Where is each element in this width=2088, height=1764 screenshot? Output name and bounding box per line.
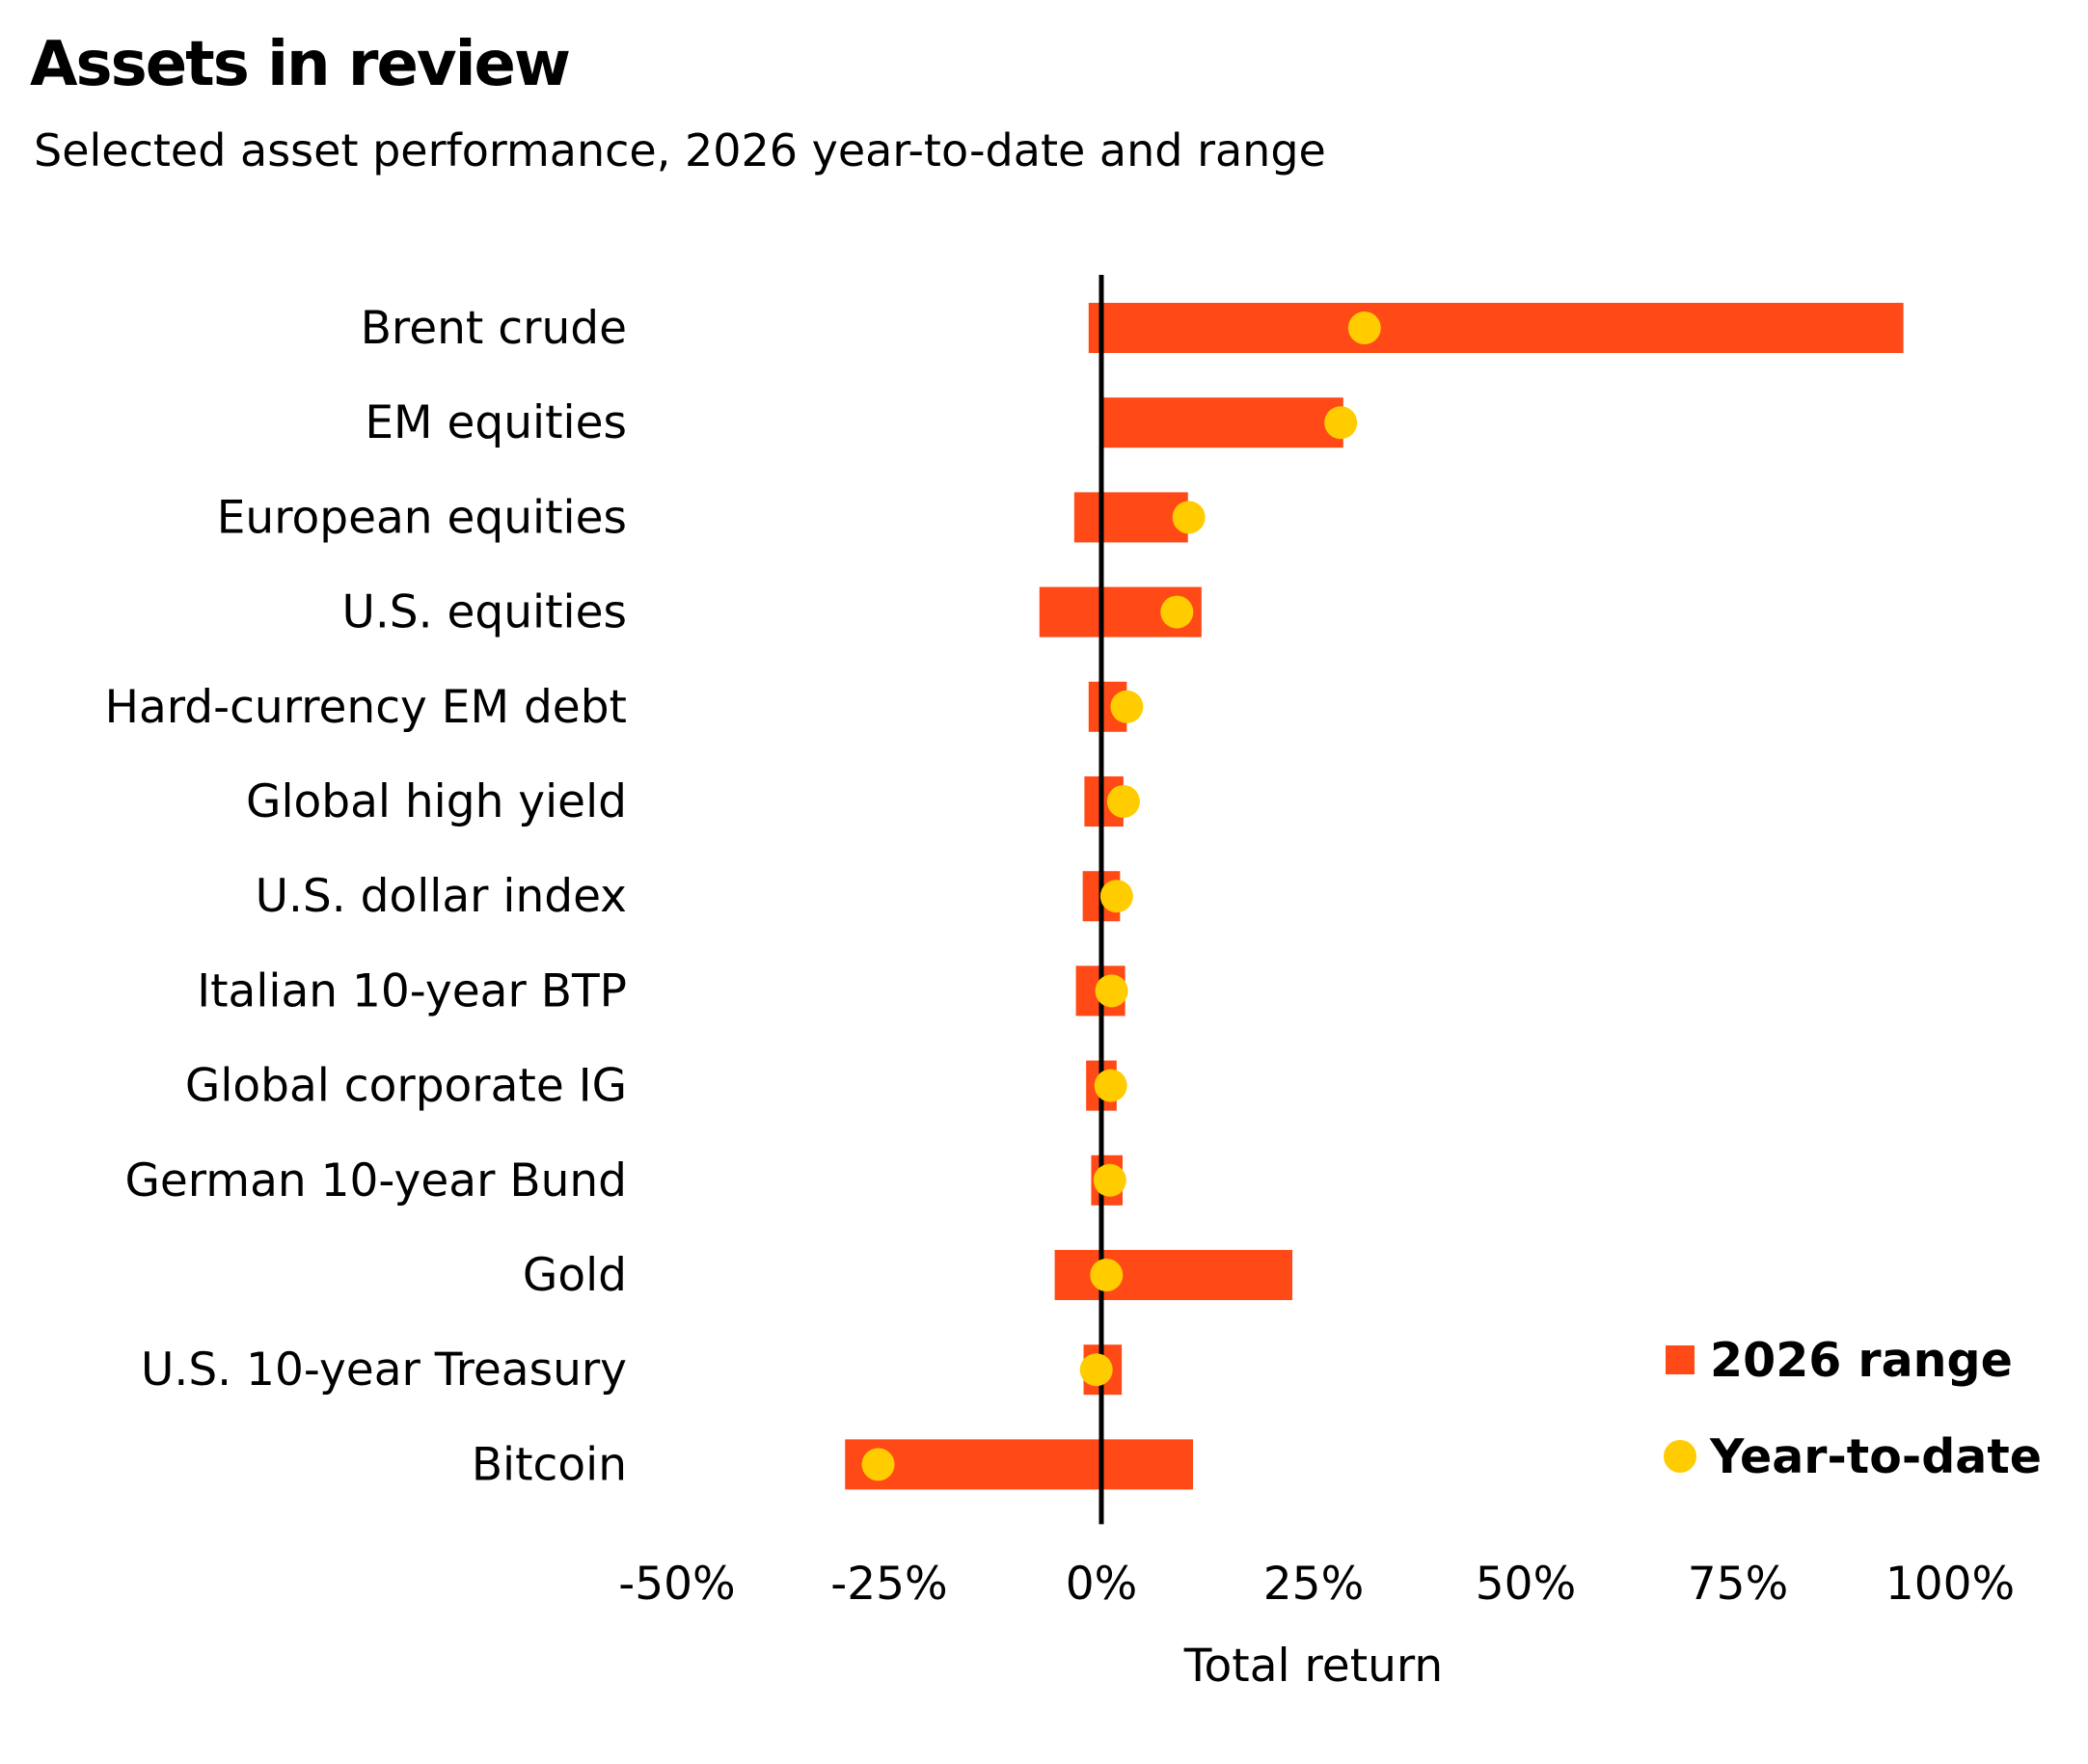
- category-label: Italian 10-year BTP: [197, 964, 627, 1018]
- category-label: Global corporate IG: [185, 1060, 627, 1113]
- x-tick-label: -25%: [830, 1558, 947, 1611]
- category-label: U.S. dollar index: [256, 870, 627, 923]
- x-tick-label: 25%: [1263, 1558, 1364, 1611]
- range-bar: [845, 1439, 1194, 1490]
- category-label: German 10-year Bund: [124, 1154, 627, 1208]
- x-tick-label: -50%: [618, 1558, 735, 1611]
- category-label: Bitcoin: [472, 1438, 627, 1491]
- category-label: Brent crude: [361, 302, 627, 355]
- category-label: Global high yield: [246, 775, 627, 828]
- ytd-dot: [1090, 1259, 1124, 1291]
- ytd-dot: [1095, 974, 1128, 1008]
- legend-dot-swatch: [1664, 1440, 1696, 1473]
- ytd-dots: [861, 312, 1381, 1481]
- category-label: U.S. equities: [341, 586, 627, 639]
- chart-subtitle: Selected asset performance, 2026 year-to…: [34, 124, 1326, 176]
- range-bar: [1073, 492, 1188, 543]
- legend-range-label: 2026 range: [1710, 1333, 2013, 1388]
- category-label: U.S. 10-year Treasury: [141, 1343, 627, 1397]
- ytd-dot: [1093, 1163, 1126, 1197]
- legend-range-swatch: [1666, 1345, 1695, 1374]
- range-bars: [845, 303, 1904, 1490]
- x-tick-label: 100%: [1885, 1558, 2015, 1611]
- ytd-dot: [1110, 690, 1144, 723]
- x-tick-labels: -50% -25% 0% 25% 50% 75% 100%: [618, 1558, 2015, 1611]
- x-tick-label: 75%: [1688, 1558, 1788, 1611]
- ytd-dot: [1324, 406, 1358, 440]
- ytd-dot: [1099, 880, 1133, 913]
- range-bar: [1088, 303, 1904, 353]
- legend: 2026 range Year-to-date: [1664, 1333, 2042, 1484]
- category-label: EM equities: [365, 396, 627, 449]
- ytd-dot: [1160, 595, 1194, 629]
- category-label: European equities: [217, 491, 627, 544]
- x-tick-label: 0%: [1066, 1558, 1138, 1611]
- ytd-dot: [1094, 1069, 1127, 1102]
- ytd-dot: [1079, 1353, 1113, 1387]
- x-tick-label: 50%: [1476, 1558, 1576, 1611]
- legend-dot-label: Year-to-date: [1709, 1429, 2042, 1484]
- ytd-dot: [1106, 785, 1140, 818]
- x-axis-title: Total return: [1183, 1640, 1443, 1693]
- chart-title: Assets in review: [30, 29, 571, 100]
- ytd-dot: [1347, 312, 1381, 344]
- range-bar: [1101, 397, 1343, 448]
- category-label: Hard-currency EM debt: [105, 681, 627, 734]
- ytd-dot: [861, 1448, 895, 1481]
- ytd-dot: [1172, 501, 1206, 534]
- category-label: Gold: [523, 1249, 627, 1302]
- category-labels: Brent crude EM equities European equities U…: [105, 302, 627, 1491]
